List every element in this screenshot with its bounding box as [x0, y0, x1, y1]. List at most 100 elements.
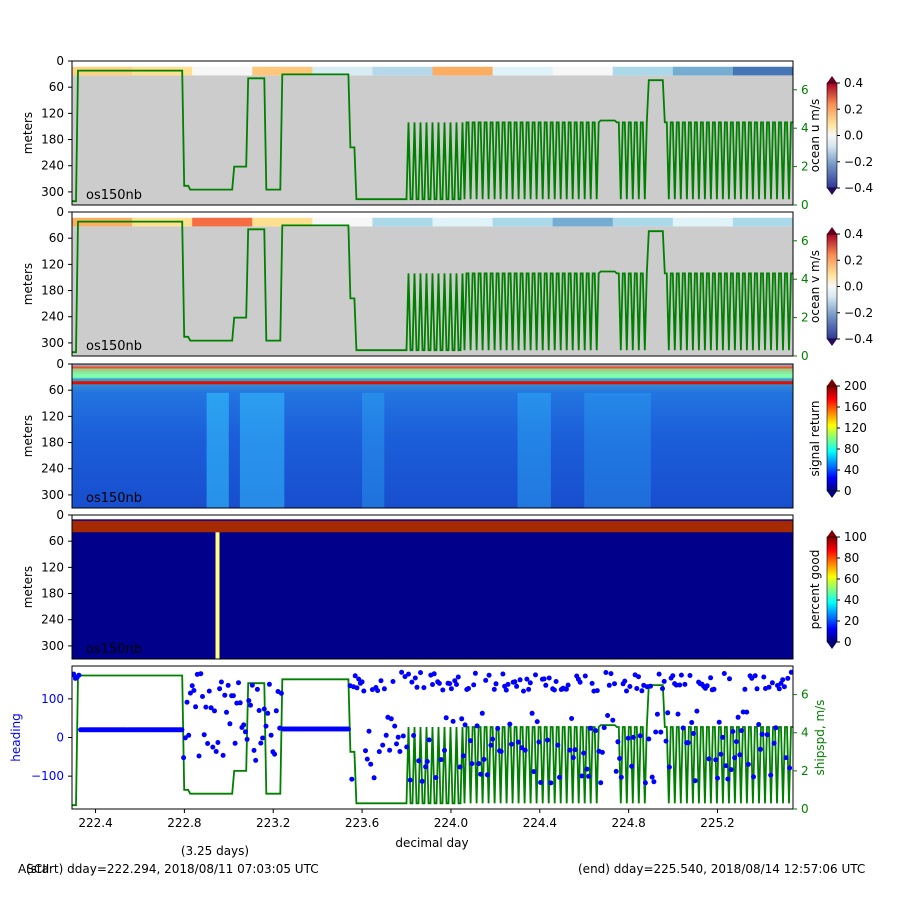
heading-point	[394, 741, 399, 747]
heading-point	[555, 742, 561, 748]
heading-point	[182, 735, 188, 741]
speed-tick-label: 6	[801, 83, 809, 97]
heading-point	[490, 736, 496, 742]
heading-point	[515, 739, 521, 745]
heading-point	[517, 677, 523, 683]
heading-point	[424, 759, 430, 764]
colorbar-label: percent good	[808, 550, 822, 630]
heading-point	[366, 728, 372, 734]
heading-point	[678, 672, 684, 678]
heading-point	[771, 740, 777, 746]
y-tick-label: 0	[56, 205, 64, 219]
heading-point	[776, 686, 782, 692]
heading-point	[361, 688, 367, 694]
heading-point	[505, 681, 511, 687]
colorbar-tick-label: 0.2	[844, 102, 863, 116]
colorbar-tick-label: −0.4	[844, 332, 873, 346]
signal-high-streak	[239, 392, 285, 508]
heading-point	[512, 679, 518, 685]
speed-axis-label: shipspd, m/s	[813, 700, 827, 776]
signal-high-streak	[206, 392, 229, 508]
colorbar-tick-label: −0.4	[844, 181, 873, 195]
heading-point	[249, 682, 255, 688]
heading-point	[388, 716, 394, 722]
heading-point	[436, 680, 442, 686]
heading-point	[383, 732, 389, 738]
speed-tick-label: 2	[801, 311, 809, 325]
near-surface-velocity-cell	[612, 217, 674, 227]
duration-label: (3.25 days)	[181, 844, 249, 858]
colorbar-tick-label: 0.4	[844, 227, 863, 241]
colorbar-tick-label: 80	[844, 442, 859, 456]
colorbar	[826, 536, 838, 643]
heading-point	[527, 680, 533, 686]
colorbar-tick-label: 80	[844, 551, 859, 565]
heading-point	[457, 764, 463, 770]
y-tick-label: 120	[41, 257, 64, 271]
heading-point	[739, 728, 744, 734]
heading-point	[203, 704, 209, 710]
heading-point	[766, 684, 772, 690]
heading-point	[692, 778, 698, 784]
heading-point	[486, 672, 492, 678]
y-tick-label: 60	[49, 80, 64, 94]
x-tick-label: 225.2	[700, 816, 734, 830]
colorbar-tick-label: −0.2	[844, 155, 873, 169]
near-surface-velocity-cell	[432, 217, 494, 227]
y-axis-label: meters	[21, 415, 35, 457]
heading-point	[612, 681, 617, 687]
heading-point	[248, 702, 253, 708]
heading-point	[613, 768, 619, 774]
heading-point	[665, 710, 671, 716]
heading-point	[757, 746, 763, 752]
y-tick-label: 0	[56, 508, 64, 522]
y-tick-label: 0	[56, 357, 64, 371]
heading-point	[764, 732, 770, 738]
x-tick-label: 224.0	[434, 816, 468, 830]
heading-point	[438, 757, 444, 763]
heading-point	[606, 682, 612, 688]
heading-point	[787, 765, 793, 771]
y-axis-label: meters	[21, 263, 35, 305]
colorbar-tick-label: 200	[844, 379, 867, 393]
heading-point	[345, 726, 351, 732]
heading-point	[740, 709, 746, 715]
y-tick-label: 300	[41, 336, 64, 350]
heading-point	[278, 690, 284, 696]
speed-tick-label: 6	[801, 688, 809, 702]
near-surface-velocity-cell	[312, 217, 373, 227]
y-tick-label: 180	[41, 587, 64, 601]
signal-deep-layer	[72, 378, 793, 508]
heading-point	[454, 682, 459, 687]
colorbar-tick-label: 0	[844, 635, 852, 649]
x-tick-label: 222.4	[78, 816, 112, 830]
heading-point	[476, 761, 482, 767]
colorbar-tick-label: 40	[844, 593, 859, 607]
heading-point	[392, 723, 398, 729]
heading-point	[685, 740, 691, 746]
signal-high-streak	[362, 392, 385, 508]
heading-point	[521, 688, 526, 694]
heading-point	[675, 711, 681, 717]
instrument-label: os150nb	[86, 188, 142, 203]
heading-point	[543, 682, 549, 688]
heading-point	[181, 755, 187, 761]
heading-point	[400, 733, 406, 739]
heading-point	[455, 674, 461, 680]
panel-plot-area	[72, 515, 793, 659]
colorbar-tick-label: 0.0	[844, 129, 863, 143]
heading-point	[500, 671, 506, 677]
heading-point	[442, 747, 447, 753]
start-label: (start) dday=222.294, 2018/08/11 07:03:0…	[26, 862, 319, 876]
colorbar-tick-label: 40	[844, 463, 859, 477]
heading-point	[617, 756, 623, 761]
heading-point	[474, 723, 480, 729]
heading-point	[224, 709, 229, 715]
heading-point	[507, 721, 513, 727]
heading-point	[654, 711, 660, 717]
heading-point	[687, 673, 693, 678]
heading-point	[483, 677, 489, 683]
heading-point	[381, 686, 387, 692]
heading-point	[565, 682, 571, 688]
heading-point	[418, 670, 423, 676]
